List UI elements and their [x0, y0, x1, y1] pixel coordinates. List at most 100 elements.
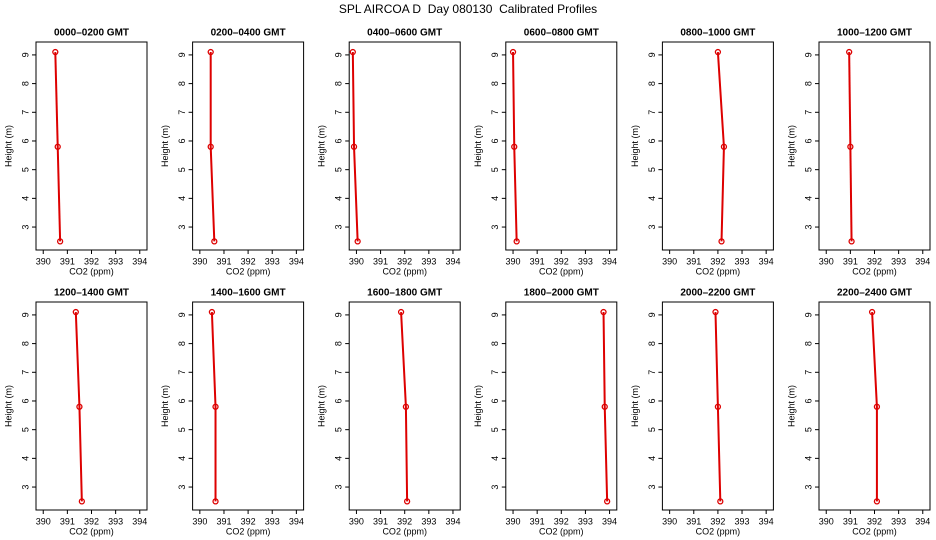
- y-tick-label: 8: [647, 81, 657, 86]
- data-point: [397, 308, 405, 316]
- x-axis-label: CO2 (ppm): [226, 526, 271, 536]
- x-tick-label: 393: [891, 516, 906, 526]
- y-tick-label: 9: [803, 312, 813, 317]
- profile-line: [716, 51, 725, 242]
- y-tick-label: 7: [490, 110, 500, 115]
- y-axis-label: Height (m): [160, 385, 170, 427]
- data-point: [720, 143, 728, 150]
- y-tick-label: 6: [803, 398, 813, 403]
- x-tick-label: 393: [108, 256, 123, 266]
- y-tick-label: 4: [803, 456, 813, 461]
- y-tick-label: 4: [177, 456, 187, 461]
- x-tick-label: 394: [445, 256, 460, 266]
- x-tick-label: 392: [710, 516, 725, 526]
- x-tick-label: 394: [759, 256, 774, 266]
- data-point: [403, 498, 411, 505]
- y-axis-label: Height (m): [630, 125, 640, 167]
- panel-title: 0800–1000 GMT: [680, 28, 755, 39]
- data-point: [78, 498, 85, 505]
- profile-line: [210, 312, 217, 502]
- data-point: [846, 48, 853, 56]
- data-point: [513, 238, 520, 245]
- data-point: [601, 403, 608, 410]
- data-point: [350, 143, 358, 150]
- x-tick-label: 391: [373, 256, 388, 266]
- y-tick-label: 6: [177, 398, 187, 403]
- y-tick-label: 7: [490, 370, 500, 375]
- x-axis-label: CO2 (ppm): [382, 266, 427, 276]
- y-tick-label: 6: [334, 398, 344, 403]
- y-axis-label: Height (m): [473, 125, 483, 167]
- profile-line: [512, 52, 518, 242]
- y-tick-label: 5: [334, 427, 344, 432]
- y-tick-label: 9: [647, 312, 657, 317]
- profile-line: [54, 52, 62, 242]
- y-tick-label: 7: [647, 370, 657, 375]
- y-tick-label: 4: [490, 196, 500, 201]
- x-tick-label: 393: [108, 516, 123, 526]
- y-tick-label: 4: [647, 456, 657, 461]
- data-point: [718, 238, 725, 245]
- x-tick-label: 391: [530, 256, 545, 266]
- x-axis-label: CO2 (ppm): [539, 266, 584, 276]
- x-tick-label: 391: [686, 256, 701, 266]
- x-tick-label: 392: [84, 256, 99, 266]
- chart-title: SPL AIRCOA D Day 080130 Calibrated Profi…: [339, 2, 597, 16]
- y-tick-label: 9: [490, 312, 500, 317]
- y-tick-label: 4: [647, 196, 657, 201]
- x-axis-label: CO2 (ppm): [382, 526, 427, 536]
- y-tick-label: 4: [490, 456, 500, 461]
- x-tick-label: 393: [265, 256, 280, 266]
- y-tick-label: 9: [177, 52, 187, 57]
- y-tick-label: 5: [177, 427, 187, 432]
- data-point: [873, 498, 881, 505]
- y-tick-label: 9: [20, 312, 30, 317]
- x-axis-label: CO2 (ppm): [696, 526, 741, 536]
- y-tick-label: 5: [490, 167, 500, 172]
- data-point: [76, 403, 83, 410]
- x-tick-label: 391: [373, 516, 388, 526]
- x-axis-label: CO2 (ppm): [696, 266, 741, 276]
- x-tick-label: 394: [132, 256, 147, 266]
- y-tick-label: 6: [490, 138, 500, 143]
- y-tick-label: 8: [20, 81, 30, 86]
- y-tick-label: 3: [177, 225, 187, 230]
- y-tick-label: 9: [647, 52, 657, 57]
- panel-title: 0600–0800 GMT: [524, 28, 599, 39]
- x-tick-label: 390: [192, 256, 207, 266]
- y-tick-label: 3: [490, 485, 500, 490]
- y-tick-label: 5: [20, 167, 30, 172]
- y-tick-label: 4: [20, 456, 30, 461]
- x-axis-label: CO2 (ppm): [226, 266, 271, 276]
- x-tick-label: 393: [735, 516, 750, 526]
- x-tick-label: 392: [710, 256, 725, 266]
- panel-title: 2000–2200 GMT: [680, 288, 755, 299]
- x-tick-label: 391: [530, 516, 545, 526]
- data-point: [848, 238, 855, 245]
- x-tick-label: 390: [192, 516, 207, 526]
- x-tick-label: 390: [506, 516, 521, 526]
- y-tick-label: 5: [177, 167, 187, 172]
- x-tick-label: 392: [867, 516, 882, 526]
- x-tick-label: 391: [60, 516, 75, 526]
- y-tick-label: 8: [803, 81, 813, 86]
- y-tick-label: 7: [334, 110, 344, 115]
- x-tick-label: 390: [662, 256, 677, 266]
- x-axis-label: CO2 (ppm): [852, 266, 897, 276]
- profile-line: [74, 312, 83, 502]
- x-tick-label: 393: [421, 256, 436, 266]
- y-tick-label: 8: [334, 81, 344, 86]
- y-tick-label: 5: [490, 427, 500, 432]
- x-tick-label: 392: [554, 256, 569, 266]
- data-point: [847, 143, 854, 150]
- y-tick-label: 6: [647, 398, 657, 403]
- y-tick-label: 3: [803, 485, 813, 490]
- data-point: [354, 238, 361, 245]
- profile-line: [209, 52, 216, 242]
- y-tick-label: 7: [334, 370, 344, 375]
- profile-line: [714, 312, 722, 502]
- panel-title: 1600–1800 GMT: [367, 288, 442, 299]
- y-tick-label: 5: [334, 167, 344, 172]
- x-tick-label: 390: [349, 516, 364, 526]
